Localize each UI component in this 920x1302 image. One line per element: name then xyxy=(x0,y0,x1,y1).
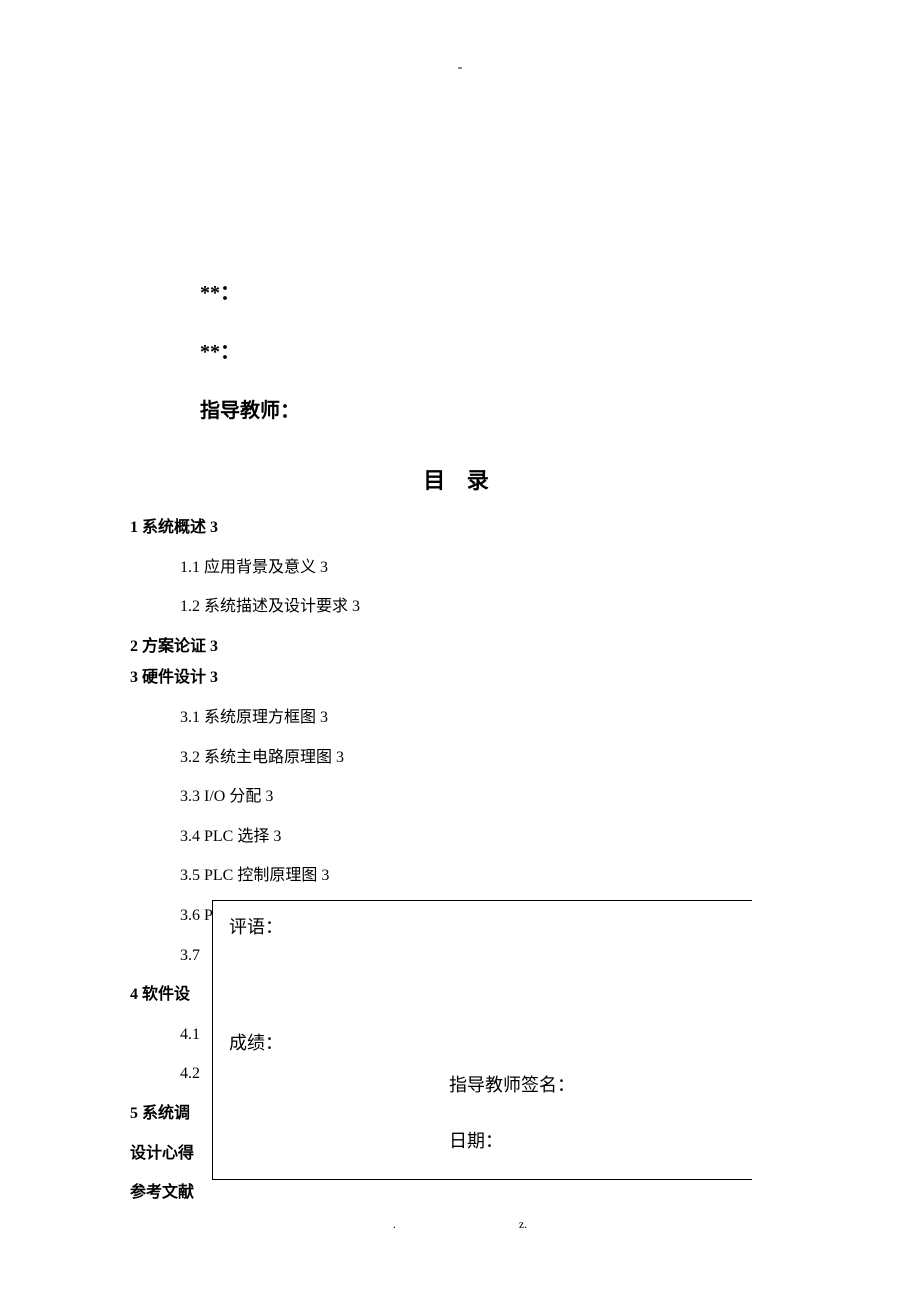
toc-item: 3.4 PLC 选择 3 xyxy=(180,824,790,850)
header-line-2: **： xyxy=(200,335,790,364)
toc-item: 1.1 应用背景及意义 3 xyxy=(180,555,790,581)
grade-score-label: 成绩： xyxy=(229,1029,736,1055)
toc-item: 3 硬件设计 3 xyxy=(130,665,790,691)
toc-partial-prefix: 参考文献 xyxy=(130,1180,208,1206)
toc-item: 3.3 I/O 分配 3 xyxy=(180,784,790,810)
toc-item: 1.2 系统描述及设计要求 3 xyxy=(180,594,790,620)
top-mark: - xyxy=(130,60,790,76)
footer-left: . xyxy=(393,1217,396,1232)
toc-title: 目 录 xyxy=(130,463,790,495)
toc-item: 3.5 PLC 控制原理图 3 xyxy=(180,863,790,889)
header-line-1: **： xyxy=(200,276,790,305)
footer-right: z. xyxy=(519,1217,527,1232)
toc-partial-prefix: 4.2 xyxy=(180,1061,210,1087)
toc-item: 3.1 系统原理方框图 3 xyxy=(180,705,790,731)
toc-item: 2 方案论证 3 xyxy=(130,634,790,660)
grade-signature-label: 指导教师签名： xyxy=(449,1071,736,1097)
page-footer: . z. xyxy=(0,1217,920,1232)
instructor-label: 指导教师： xyxy=(200,394,790,423)
grade-box: 评语： 成绩： 指导教师签名： 日期： xyxy=(212,900,752,1180)
toc-partial-prefix: 4.1 xyxy=(180,1022,210,1048)
grade-comment-label: 评语： xyxy=(229,913,736,939)
toc-partial-item: 参考文献 xyxy=(130,1180,790,1206)
toc-partial-prefix: 设计心得 xyxy=(130,1141,208,1167)
toc-item: 1 系统概述 3 xyxy=(130,515,790,541)
grade-date-label: 日期： xyxy=(449,1127,736,1153)
toc-item: 3.2 系统主电路原理图 3 xyxy=(180,745,790,771)
toc-partial-prefix: 3.7 xyxy=(180,943,210,969)
toc-partial-prefix: 5 系统调 xyxy=(130,1101,208,1127)
header-info: **： **： 指导教师： xyxy=(200,276,790,423)
toc-partial-prefix: 4 软件设 xyxy=(130,982,208,1008)
